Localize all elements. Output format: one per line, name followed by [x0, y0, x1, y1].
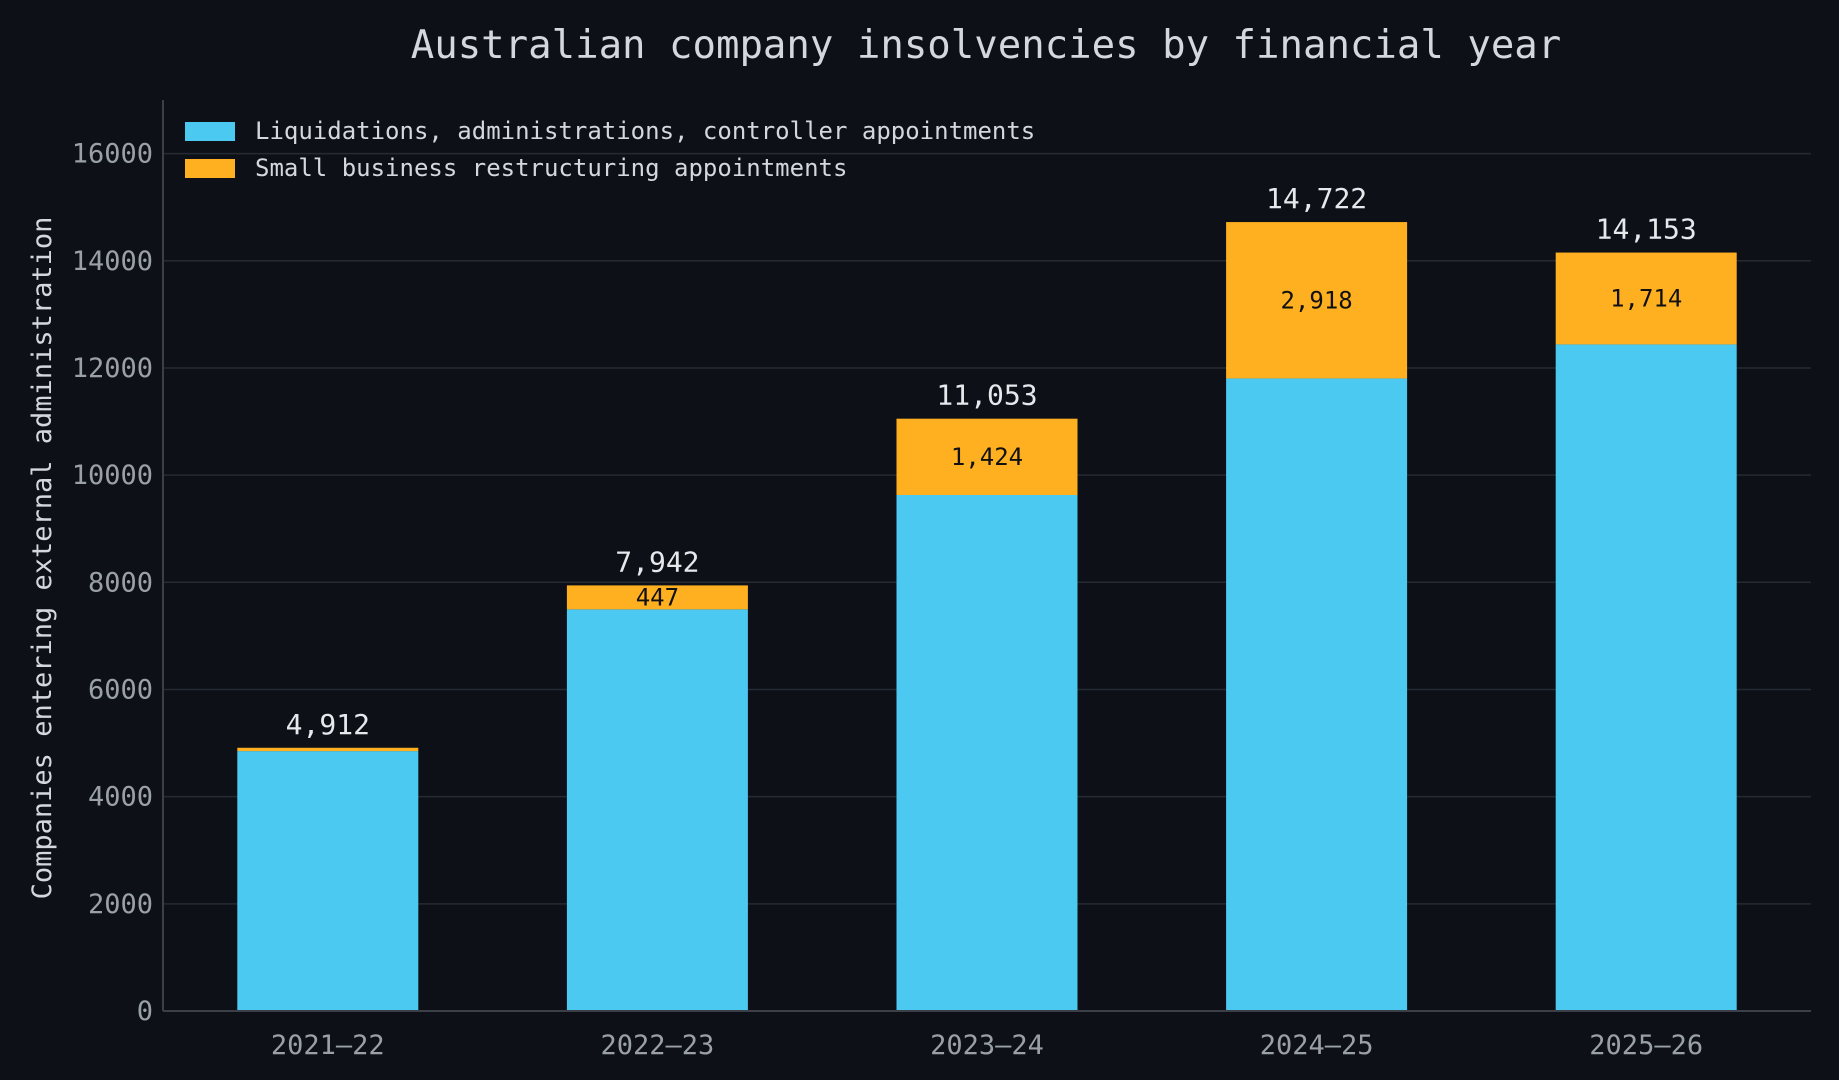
y-tick-label: 12000 [72, 353, 153, 384]
bar-segment-main [237, 751, 419, 1011]
y-tick-label: 4000 [88, 782, 153, 813]
x-tick-label: 2024–25 [1260, 1030, 1374, 1061]
y-tick-label: 16000 [72, 139, 153, 170]
legend: Liquidations, administrations, controlle… [185, 117, 1035, 182]
x-tick-label: 2022–23 [601, 1030, 715, 1061]
total-value-label: 14,153 [1596, 213, 1697, 246]
bar-segment-sbr [566, 585, 748, 610]
segment-value-label: 1,714 [1610, 284, 1682, 312]
y-axis-label: Companies entering external administrati… [27, 217, 58, 900]
total-value-label: 14,722 [1266, 182, 1367, 215]
bar-segment-sbr [237, 747, 419, 752]
y-tick-label: 0 [137, 996, 153, 1027]
y-tick-label: 2000 [88, 889, 153, 920]
axes-layer [162, 100, 1811, 1012]
y-tick-label: 8000 [88, 567, 153, 598]
legend-label-main: Liquidations, administrations, controlle… [255, 117, 1035, 145]
bar-segment-sbr [1226, 222, 1408, 379]
x-tick-label: 2025–26 [1589, 1030, 1703, 1061]
x-tick-label: 2021–22 [271, 1030, 385, 1061]
y-tick-label: 6000 [88, 674, 153, 705]
bar-segment-main [1226, 378, 1408, 1011]
bars-layer [237, 222, 1737, 1011]
total-value-label: 7,942 [615, 545, 699, 578]
legend-swatch-sbr [185, 159, 235, 178]
segment-value-label: 447 [636, 583, 679, 611]
y-tick-label: 10000 [72, 460, 153, 491]
bar-segment-main [566, 609, 748, 1011]
chart-title: Australian company insolvencies by finan… [411, 23, 1562, 68]
labels-layer: 0 2000 4000 6000 8000 10000 12000 14000 16000 4,9… [72, 139, 1703, 1061]
x-tick-label: 2023–24 [930, 1030, 1044, 1061]
legend-swatch-main [185, 122, 235, 141]
bar-segment-main [896, 494, 1078, 1011]
total-value-label: 11,053 [936, 379, 1037, 412]
segment-value-label: 1,424 [951, 443, 1023, 471]
bar-segment-main [1555, 344, 1737, 1011]
legend-label-sbr: Small business restructuring appointment… [255, 154, 847, 182]
bar-segment-sbr [896, 418, 1078, 495]
segment-value-label: 2,918 [1280, 286, 1352, 314]
y-tick-label: 14000 [72, 246, 153, 277]
total-value-label: 4,912 [286, 708, 370, 741]
bar-segment-sbr [1555, 252, 1737, 345]
